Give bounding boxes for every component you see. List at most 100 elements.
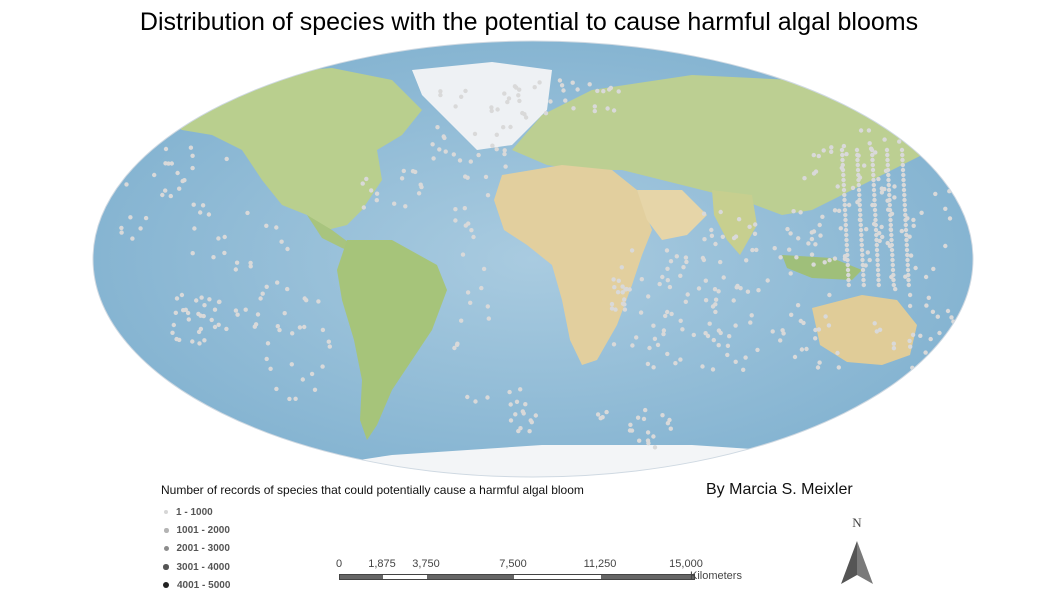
- record-point: [873, 222, 878, 228]
- record-point: [615, 290, 621, 295]
- record-point: [587, 82, 592, 87]
- record-point: [938, 389, 943, 395]
- record-point: [570, 80, 575, 85]
- record-point: [233, 267, 238, 272]
- scale-tick: 15,000: [669, 558, 703, 570]
- record-point: [844, 247, 850, 253]
- record-point: [846, 202, 852, 208]
- record-point: [741, 367, 746, 372]
- record-point: [791, 209, 796, 214]
- record-point: [921, 404, 926, 409]
- record-point: [130, 142, 136, 148]
- record-point: [756, 288, 761, 293]
- record-point: [443, 149, 448, 154]
- record-point: [841, 172, 846, 178]
- record-point: [665, 351, 670, 357]
- record-point: [138, 226, 143, 231]
- record-point: [529, 420, 534, 425]
- record-point: [890, 257, 895, 263]
- record-point: [514, 85, 519, 90]
- record-point: [416, 191, 422, 196]
- record-point: [646, 294, 651, 299]
- record-point: [733, 359, 738, 364]
- record-point: [844, 151, 849, 157]
- record-point: [840, 157, 845, 163]
- record-point: [452, 345, 457, 351]
- india: [712, 190, 757, 255]
- record-point: [548, 99, 553, 104]
- record-point: [712, 287, 718, 292]
- record-point: [875, 262, 880, 268]
- record-point: [962, 390, 967, 395]
- record-point: [887, 202, 892, 208]
- record-point: [451, 152, 456, 157]
- record-point: [839, 147, 845, 153]
- record-point: [174, 296, 180, 301]
- record-point: [282, 311, 287, 316]
- record-point: [190, 251, 195, 256]
- record-point: [856, 172, 861, 178]
- record-point: [844, 232, 849, 238]
- record-point: [128, 215, 133, 220]
- record-point: [627, 287, 632, 292]
- record-point: [954, 357, 959, 362]
- legend-dot-icon: [164, 510, 168, 515]
- record-point: [855, 152, 860, 158]
- record-point: [900, 162, 905, 168]
- record-point: [861, 282, 866, 288]
- record-point: [508, 402, 513, 407]
- legend-item: 1 - 1000: [160, 503, 230, 521]
- scale-bar: 0 1,875 3,750 7,500 11,250 15,000 Kilome…: [330, 558, 760, 588]
- record-point: [943, 243, 948, 249]
- record-point: [163, 146, 169, 152]
- record-point: [889, 237, 894, 243]
- record-point: [532, 85, 537, 90]
- record-point: [796, 236, 801, 241]
- record-point: [143, 215, 149, 221]
- record-point: [508, 418, 514, 423]
- record-point: [710, 367, 716, 372]
- record-point: [709, 233, 715, 238]
- record-point: [279, 239, 284, 244]
- record-point: [274, 386, 279, 392]
- record-point: [832, 256, 838, 261]
- record-point: [887, 192, 892, 198]
- record-point: [660, 413, 665, 418]
- record-point: [255, 312, 261, 317]
- record-point: [655, 342, 661, 348]
- record-point: [438, 92, 443, 98]
- record-point: [361, 205, 366, 210]
- record-point: [855, 167, 861, 173]
- record-point: [945, 308, 951, 314]
- record-point: [664, 248, 670, 253]
- record-point: [126, 160, 131, 165]
- record-point: [248, 264, 253, 269]
- record-point: [620, 290, 625, 295]
- scale-track: [339, 574, 695, 580]
- record-point: [890, 252, 895, 258]
- record-point: [908, 344, 913, 349]
- record-point: [684, 259, 689, 265]
- record-point: [911, 223, 916, 228]
- record-point: [904, 247, 910, 253]
- record-point: [248, 260, 253, 266]
- record-point: [935, 314, 940, 319]
- record-point: [635, 415, 641, 420]
- record-point: [843, 227, 849, 233]
- record-point: [867, 141, 872, 146]
- record-point: [875, 257, 880, 263]
- record-point: [194, 298, 199, 303]
- record-point: [316, 299, 321, 304]
- record-point: [201, 313, 206, 319]
- record-point: [523, 402, 528, 407]
- record-point: [821, 148, 826, 153]
- record-point: [889, 247, 895, 253]
- map-title: Distribution of species with the potenti…: [139, 8, 919, 36]
- record-point: [752, 231, 758, 236]
- record-point: [891, 282, 896, 288]
- record-point: [959, 367, 964, 373]
- record-point: [561, 88, 566, 93]
- scale-segment: [514, 575, 601, 579]
- record-point: [873, 217, 878, 223]
- record-point: [130, 236, 135, 241]
